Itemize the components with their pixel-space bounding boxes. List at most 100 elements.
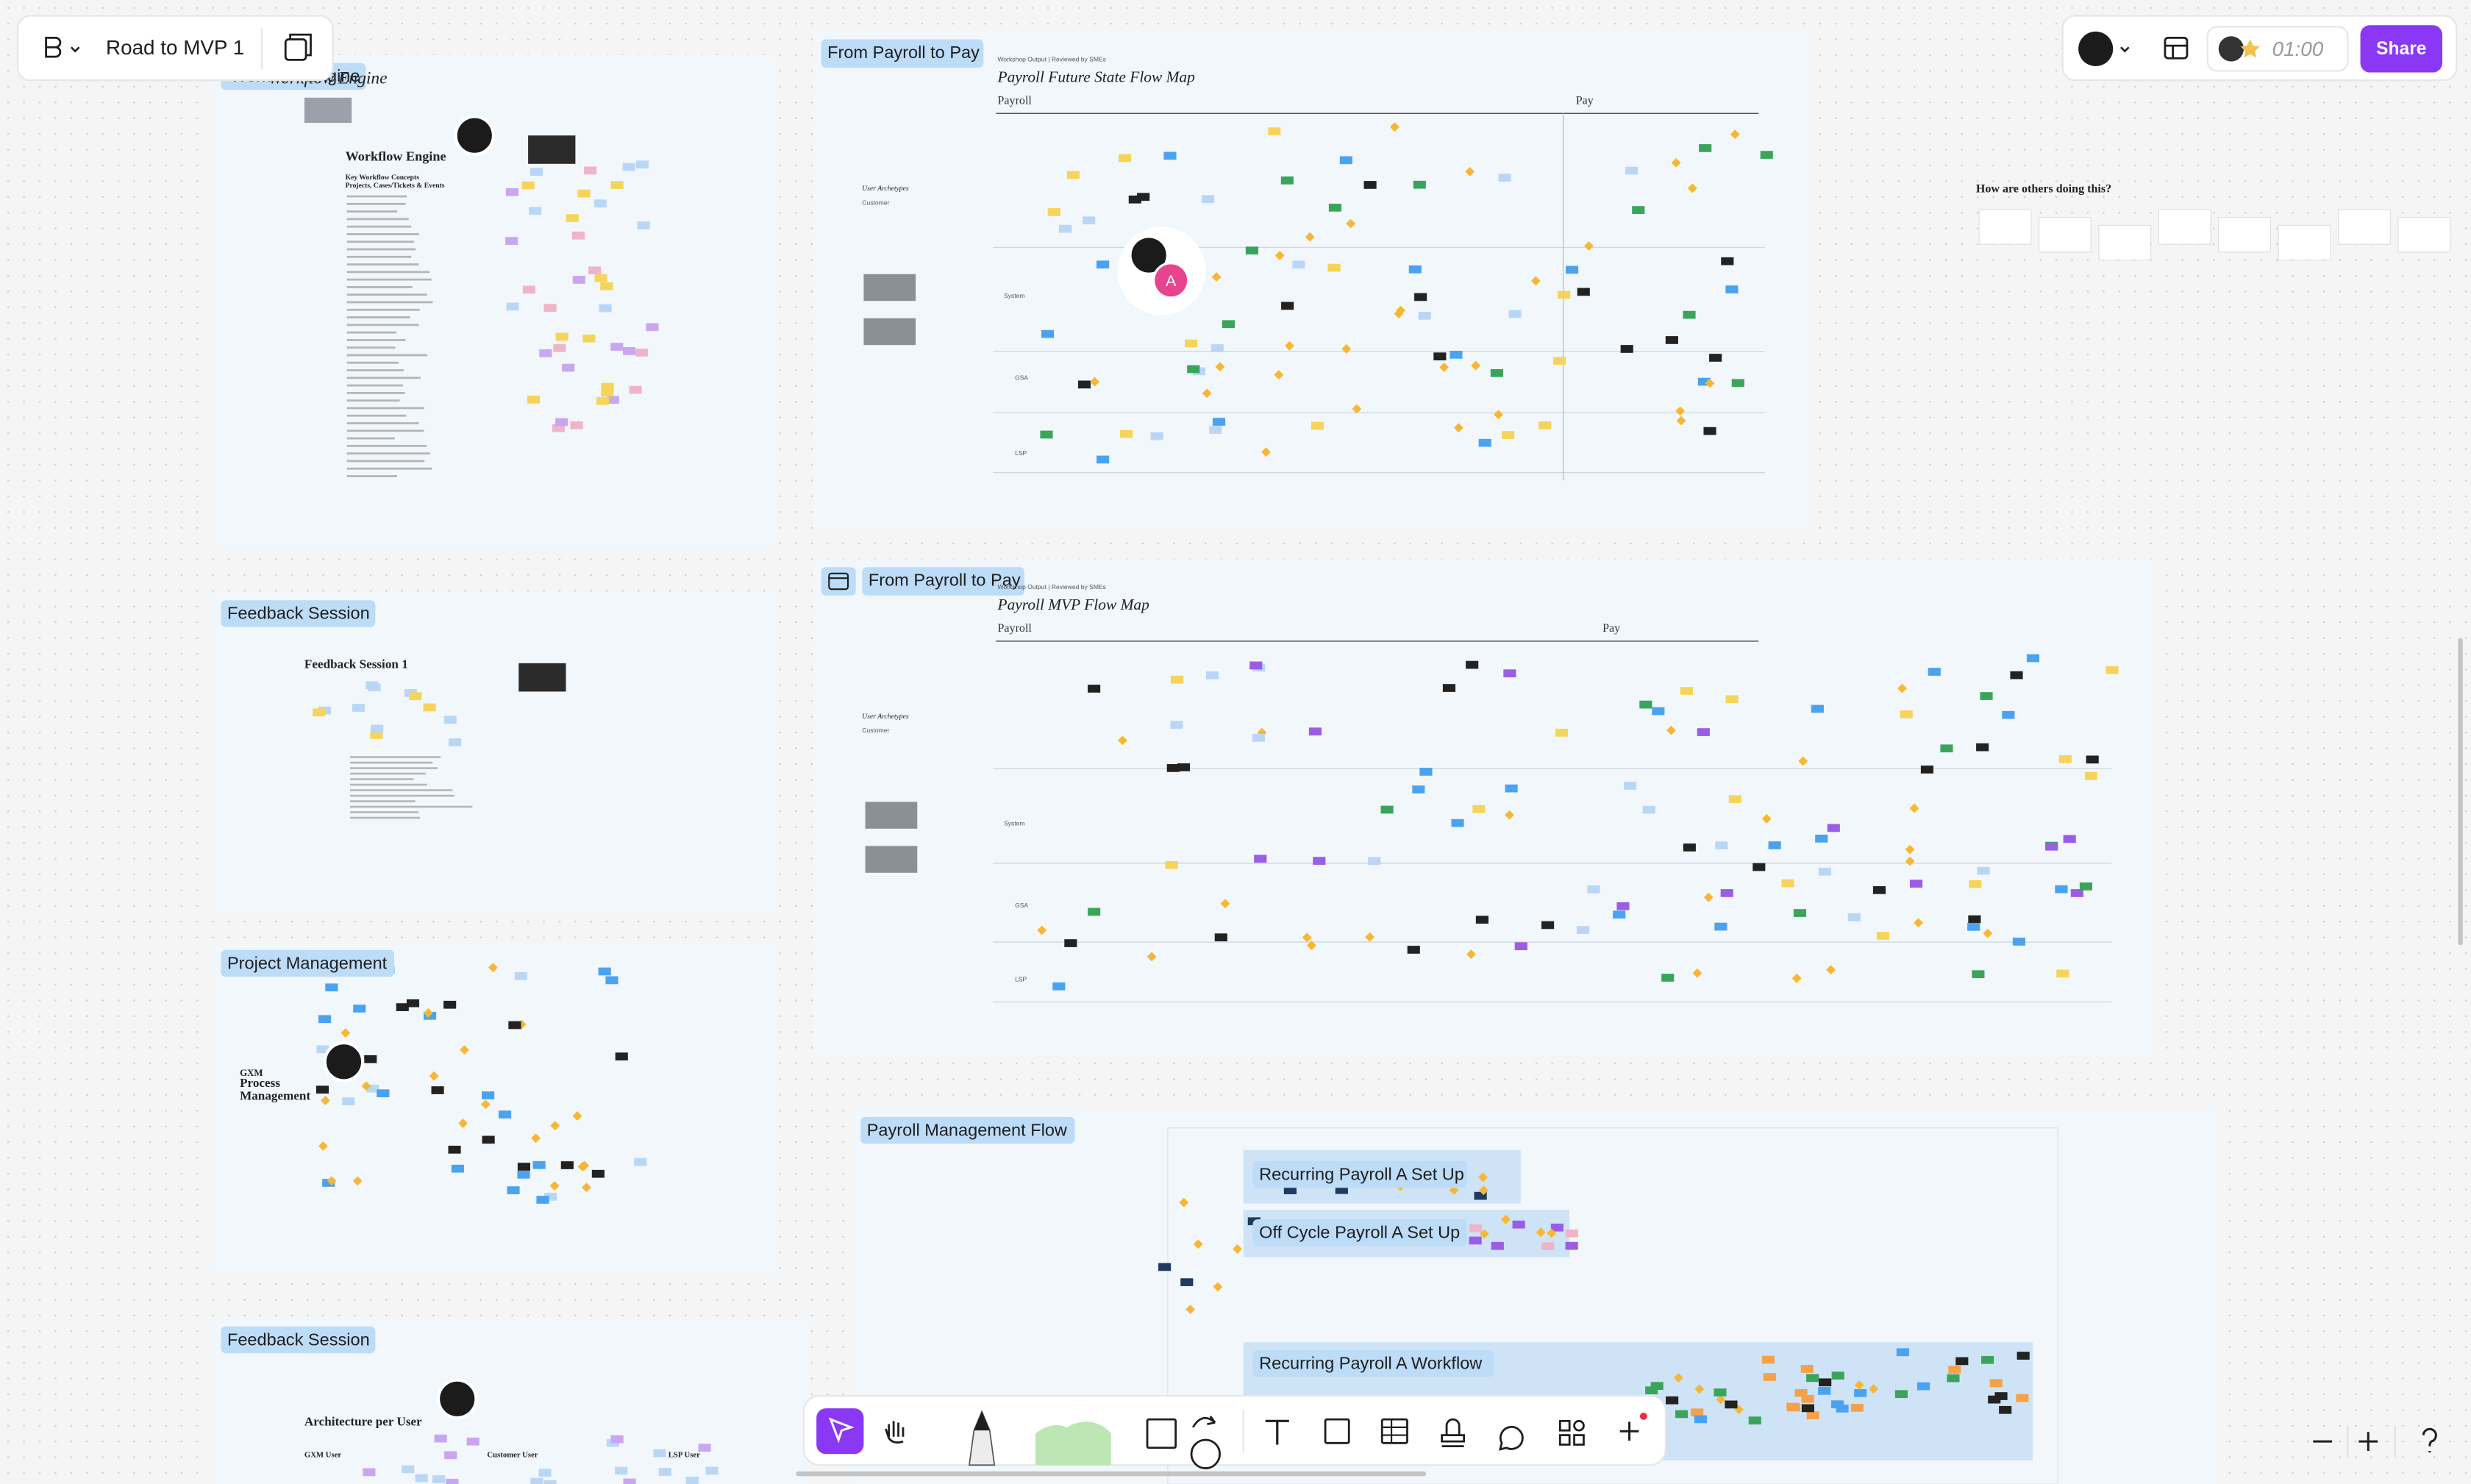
decision	[488, 963, 498, 973]
sticky	[2016, 1394, 2029, 1402]
sticky	[1650, 1382, 1664, 1390]
sticky	[698, 1444, 711, 1452]
text-line	[346, 210, 397, 213]
thumbnail	[2397, 217, 2451, 253]
select-tool[interactable]	[816, 1408, 864, 1455]
sticky	[1128, 195, 1141, 204]
avatar[interactable]	[436, 1378, 478, 1420]
decision	[1394, 309, 1404, 319]
frame-label[interactable]: Project Management	[227, 953, 388, 972]
sticky	[1502, 431, 1515, 439]
sticky	[1508, 310, 1522, 318]
sticky	[1052, 982, 1066, 991]
section-tool[interactable]	[1324, 1418, 1350, 1444]
hand-tool[interactable]	[885, 1421, 905, 1444]
sticky-tool[interactable]	[1035, 1421, 1111, 1466]
user-avatar[interactable]	[2078, 31, 2114, 66]
sticky	[1281, 302, 1294, 310]
sticky	[1661, 974, 1675, 982]
avatar[interactable]	[454, 115, 496, 157]
file-name[interactable]: Road to MVP 1	[106, 36, 244, 59]
frame-label[interactable]: Feedback Session	[227, 1330, 370, 1349]
doc-title: Architecture per User	[304, 1415, 422, 1429]
sticky	[1972, 970, 1985, 979]
widgets-tool[interactable]	[1558, 1419, 1585, 1446]
frame-label[interactable]: From Payroll to Pay	[827, 43, 980, 62]
sticky	[2084, 771, 2097, 780]
sticky	[605, 976, 618, 985]
frame[interactable]	[211, 942, 776, 1273]
sticky	[615, 1052, 628, 1060]
sticky	[577, 189, 591, 198]
sticky	[1040, 430, 1053, 439]
sticky	[506, 302, 519, 311]
sticky	[1412, 785, 1425, 793]
help-button[interactable]	[2422, 1427, 2437, 1453]
lane: Customer	[862, 199, 889, 206]
sticky	[594, 274, 607, 282]
sticky	[1254, 855, 1267, 863]
sticky	[566, 214, 579, 222]
icon	[974, 1411, 990, 1431]
avatar[interactable]	[1128, 235, 1170, 276]
pages-button[interactable]	[284, 38, 307, 61]
sticky	[1850, 1404, 1864, 1412]
section-label[interactable]: Recurring Payroll A Workflow	[1259, 1353, 1483, 1372]
section-label[interactable]: Recurring Payroll A Set Up	[1259, 1164, 1464, 1183]
sticky	[315, 1085, 329, 1094]
sticky	[1209, 426, 1222, 434]
comment-tool[interactable]	[1498, 1426, 1524, 1451]
avatar[interactable]	[1152, 262, 1190, 299]
text-line	[350, 756, 441, 758]
frame-label-bg	[221, 949, 395, 977]
frame-label[interactable]: Payroll Management Flow	[867, 1120, 1068, 1139]
decision	[352, 1176, 363, 1186]
sticky	[448, 1145, 461, 1154]
photo	[865, 846, 918, 873]
share-button[interactable]	[2360, 25, 2442, 73]
frame[interactable]	[813, 31, 1813, 529]
sticky	[623, 347, 636, 355]
timer-box[interactable]	[2206, 26, 2349, 72]
section-label[interactable]: Off Cycle Payroll A Set Up	[1259, 1223, 1460, 1242]
thumbnail	[2039, 217, 2092, 253]
sticky	[1876, 932, 1889, 940]
layout-button[interactable]	[2164, 37, 2189, 60]
stamp-tool[interactable]	[1441, 1418, 1466, 1447]
sticky	[1505, 784, 1518, 793]
text-line	[346, 339, 406, 341]
zoom-in[interactable]	[2358, 1432, 2378, 1452]
text-line	[350, 761, 433, 764]
decision	[549, 1181, 560, 1191]
frame[interactable]	[211, 592, 776, 913]
lane: System	[1004, 820, 1025, 827]
icon	[1190, 1438, 1221, 1469]
text-line	[346, 278, 432, 281]
sticky	[634, 1157, 647, 1166]
sticky	[1694, 1415, 1708, 1424]
menu-logo[interactable]	[45, 37, 62, 58]
more-tool[interactable]	[1619, 1421, 1639, 1441]
avatar[interactable]	[323, 1041, 365, 1082]
sticky	[1830, 1400, 1844, 1409]
sticky	[1781, 879, 1794, 888]
shape-tool[interactable]	[1146, 1418, 1177, 1449]
sticky	[615, 1466, 628, 1475]
sticky	[2058, 755, 2072, 763]
sticky	[1097, 455, 1110, 464]
sticky	[685, 1477, 699, 1484]
sticky	[1491, 1241, 1504, 1250]
text-tool[interactable]	[1265, 1419, 1289, 1445]
text-line	[350, 811, 419, 813]
lane: User Archetypes	[862, 713, 909, 721]
sticky	[1639, 700, 1652, 709]
image	[304, 97, 352, 124]
decision	[1233, 1244, 1242, 1254]
sticky	[1120, 429, 1133, 438]
sticky	[1541, 1242, 1555, 1250]
sticky	[1967, 922, 1980, 931]
frame-label[interactable]: Feedback Session	[227, 604, 370, 623]
frame-label[interactable]: From Payroll to Pay	[869, 571, 1021, 590]
timer-icon	[2240, 39, 2260, 58]
table-tool[interactable]	[1380, 1418, 1408, 1444]
